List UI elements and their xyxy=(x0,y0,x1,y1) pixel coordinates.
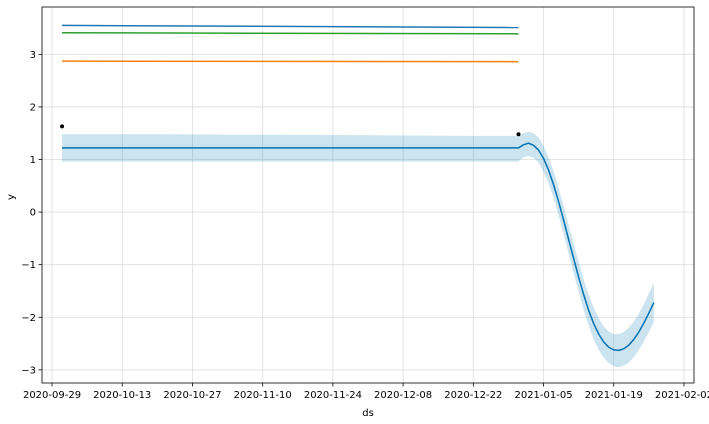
x-tick-label: 2021-01-05 xyxy=(514,390,572,401)
x-tick-label: 2021-01-19 xyxy=(585,390,643,401)
x-axis-label: ds xyxy=(362,408,374,419)
x-tick-label: 2020-12-08 xyxy=(374,390,432,401)
uncertainty-band-layer xyxy=(62,131,654,368)
observed-point xyxy=(516,132,521,137)
y-axis-label: y xyxy=(6,194,17,200)
grid xyxy=(42,7,694,383)
y-axis: −3 −2 −1 0 1 2 3 xyxy=(21,50,42,376)
y-tick-label: 3 xyxy=(30,50,36,61)
observed-point xyxy=(60,124,65,129)
uncertainty-band xyxy=(62,131,654,368)
x-tick-label: 2020-09-29 xyxy=(23,390,81,401)
forecast-line xyxy=(62,142,655,352)
observed-points-layer xyxy=(60,124,521,137)
x-axis: 2020-09-29 2020-10-13 2020-10-27 2020-11-10… xyxy=(23,383,709,401)
y-tick-label: 0 xyxy=(30,208,36,219)
x-tick-label: 2021-02-02 xyxy=(655,390,709,401)
y-tick-label: −3 xyxy=(21,365,36,376)
y-tick-label: 1 xyxy=(30,155,36,166)
y-tick-label: −2 xyxy=(21,313,36,324)
x-tick-label: 2020-11-10 xyxy=(234,390,292,401)
plot-area xyxy=(42,7,694,383)
series-layer xyxy=(62,24,655,352)
y-tick-label: −1 xyxy=(21,260,36,271)
y-tick-label: 2 xyxy=(30,102,36,113)
plot-frame xyxy=(41,6,695,384)
blue-line-series xyxy=(62,24,519,29)
x-tick-label: 2020-10-13 xyxy=(93,390,151,401)
x-tick-label: 2020-12-22 xyxy=(444,390,502,401)
orange-line-series xyxy=(62,60,519,63)
x-tick-label: 2020-11-24 xyxy=(304,390,362,401)
x-tick-label: 2020-10-27 xyxy=(163,390,221,401)
green-line-series xyxy=(62,32,519,35)
